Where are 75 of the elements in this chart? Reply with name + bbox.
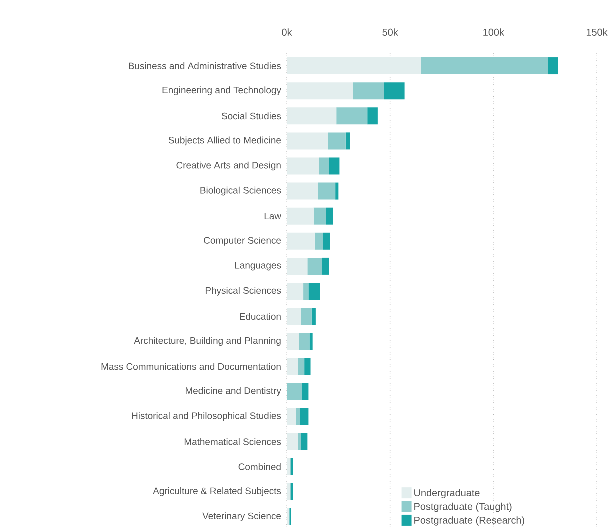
bar xyxy=(384,82,405,100)
bar xyxy=(287,58,422,75)
bar xyxy=(314,208,326,225)
bar xyxy=(328,132,346,150)
bar xyxy=(298,433,302,450)
bar xyxy=(287,158,320,175)
bar xyxy=(299,333,310,350)
x-tick-label: 0k xyxy=(282,28,292,36)
y-tick-label: Agriculture & Related Subjects xyxy=(153,488,282,496)
bar xyxy=(287,232,315,250)
y-tick-label: Mass Communications and Documentation xyxy=(102,363,281,370)
y-tick-label: Law xyxy=(264,213,282,220)
bar xyxy=(304,358,311,376)
bar xyxy=(287,383,302,400)
bar xyxy=(298,358,305,376)
y-tick-label: Engineering and Technology xyxy=(162,86,282,96)
bar xyxy=(353,82,384,100)
bar xyxy=(287,258,308,275)
bar xyxy=(323,232,330,250)
y-tick-label: Mathematical Sciences xyxy=(184,438,282,446)
y-tick-label: Education xyxy=(240,313,281,320)
bar xyxy=(287,308,302,326)
legend-label: Undergraduate xyxy=(414,489,480,498)
y-tick-label: Computer Science xyxy=(204,236,282,246)
bar xyxy=(287,208,314,225)
bar xyxy=(336,182,339,200)
bar xyxy=(287,333,300,350)
y-tick-label: Combined xyxy=(238,463,281,470)
bar xyxy=(368,108,378,125)
y-tick-label: Languages xyxy=(235,262,282,271)
y-tick-label: Creative Arts and Design xyxy=(176,162,281,171)
x-tick-label: 150k xyxy=(586,28,608,36)
bar xyxy=(287,458,290,476)
bar xyxy=(314,232,324,250)
bar xyxy=(287,82,354,100)
bar xyxy=(308,283,320,300)
bar xyxy=(301,308,312,326)
legend-label: Postgraduate (Research) xyxy=(414,516,524,526)
bar xyxy=(287,182,318,200)
bar xyxy=(326,208,334,225)
bar xyxy=(300,408,309,426)
bar xyxy=(287,483,290,500)
bar xyxy=(312,308,316,326)
y-tick-label: Medicine and Dentistry xyxy=(186,387,282,396)
bar xyxy=(421,58,548,75)
y-tick-label: Biological Sciences xyxy=(200,186,282,196)
bar xyxy=(308,258,322,275)
y-tick-label: Business and Administrative Studies xyxy=(129,62,282,70)
bar xyxy=(287,108,337,125)
bar xyxy=(336,108,368,125)
bar xyxy=(301,433,308,450)
bar xyxy=(346,132,350,150)
y-tick-label: Historical and Philosophical Studies xyxy=(132,412,282,422)
bar xyxy=(287,358,298,376)
bar xyxy=(287,408,296,426)
bar xyxy=(287,132,328,150)
y-tick-label: Subjects Allied to Medicine xyxy=(168,136,282,146)
bar xyxy=(318,182,336,200)
bar xyxy=(287,283,304,300)
bar xyxy=(548,58,558,75)
bar xyxy=(322,258,330,275)
bar xyxy=(287,433,298,450)
x-tick-label: 50k xyxy=(382,28,398,36)
bar xyxy=(310,333,313,350)
y-tick-label: Architecture, Building and Planning xyxy=(134,337,281,346)
y-tick-label: Veterinary Science xyxy=(202,512,282,522)
y-tick-label: Physical Sciences xyxy=(206,287,282,296)
bar xyxy=(319,158,330,175)
bar xyxy=(296,408,300,426)
bar xyxy=(302,383,309,400)
y-tick-label: Social Studies xyxy=(222,112,282,120)
x-tick-label: 100k xyxy=(484,28,504,36)
legend-label: Postgraduate (Taught) xyxy=(414,502,512,512)
bar xyxy=(329,158,340,175)
bar xyxy=(304,283,309,300)
